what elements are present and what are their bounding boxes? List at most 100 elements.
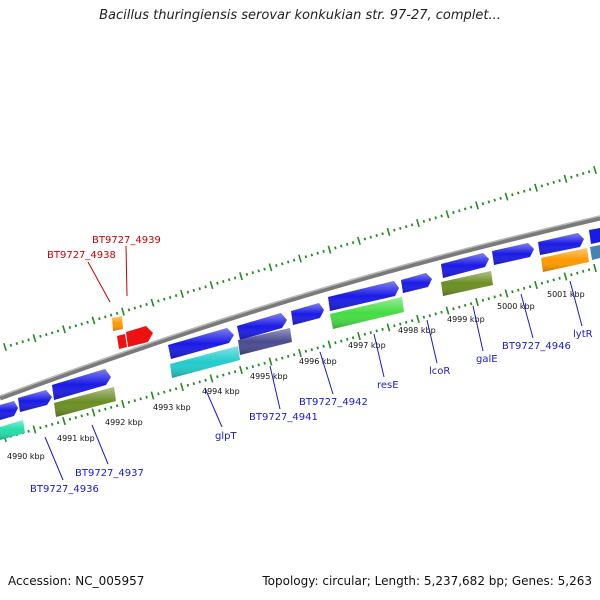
- minor-tick: [198, 287, 201, 291]
- minor-tick: [522, 189, 526, 193]
- minor-tick: [452, 210, 455, 214]
- minor-tick: [50, 422, 54, 426]
- minor-tick: [517, 288, 520, 292]
- minor-tick: [163, 297, 166, 301]
- major-tick: [32, 334, 37, 343]
- gene-BT9727_4939[interactable]: [117, 326, 153, 349]
- minor-tick: [369, 331, 373, 335]
- scale-label: 4990 kbp: [7, 452, 45, 461]
- minor-tick: [251, 271, 255, 275]
- major-tick: [239, 272, 243, 281]
- minor-tick: [340, 339, 343, 343]
- minor-tick: [222, 373, 225, 377]
- minor-tick: [292, 353, 296, 357]
- major-tick: [91, 316, 96, 325]
- minor-tick: [546, 182, 550, 186]
- gene-label[interactable]: BT9727_4941: [249, 412, 318, 423]
- gene-label[interactable]: BT9727_4939: [92, 235, 161, 246]
- major-tick: [593, 165, 597, 175]
- minor-tick: [434, 216, 437, 220]
- major-tick: [150, 391, 155, 400]
- minor-tick: [316, 346, 319, 350]
- minor-tick: [304, 255, 308, 259]
- minor-tick: [581, 172, 585, 176]
- minor-tick: [410, 319, 414, 323]
- minor-tick: [104, 407, 107, 411]
- major-tick: [298, 254, 302, 263]
- minor-tick: [487, 297, 491, 301]
- feature-steel[interactable]: [590, 245, 600, 260]
- major-tick: [445, 306, 450, 315]
- minor-tick: [174, 294, 178, 298]
- gene-label[interactable]: BT9727_4946: [502, 341, 571, 352]
- minor-tick: [115, 404, 119, 408]
- minor-tick: [109, 313, 113, 317]
- scale-label: 5000 kbp: [497, 302, 535, 311]
- minor-tick: [558, 276, 561, 280]
- minor-tick: [334, 341, 337, 345]
- gene-BT9727_4938[interactable]: [112, 316, 123, 331]
- minor-tick: [275, 264, 278, 268]
- major-tick: [593, 263, 597, 273]
- gene-label[interactable]: BT9727_4937: [75, 468, 144, 479]
- minor-tick: [281, 356, 284, 360]
- major-tick: [3, 342, 7, 352]
- scale-label: 4995 kbp: [250, 372, 288, 381]
- gene-label[interactable]: BT9727_4936: [30, 484, 99, 495]
- minor-tick: [227, 371, 231, 375]
- major-tick: [268, 263, 273, 272]
- minor-tick: [552, 180, 555, 184]
- minor-tick: [404, 225, 408, 229]
- minor-tick: [304, 349, 308, 353]
- minor-tick: [192, 288, 196, 292]
- gene-label[interactable]: galE: [476, 354, 498, 365]
- scale-label: 4993 kbp: [153, 403, 191, 412]
- minor-tick: [322, 249, 325, 253]
- minor-tick: [286, 354, 290, 358]
- minor-tick: [428, 314, 432, 318]
- minor-tick: [45, 333, 48, 337]
- scale-labels: 4990 kbp 4991 kbp 4992 kbp 4993 kbp 4994…: [7, 290, 585, 461]
- minor-tick: [540, 281, 544, 285]
- scale-label: 4999 kbp: [447, 315, 485, 324]
- minor-tick: [15, 341, 19, 345]
- major-tick: [563, 174, 568, 183]
- major-tick: [534, 280, 538, 290]
- major-tick: [445, 210, 450, 219]
- minor-tick: [546, 280, 550, 284]
- accession-text: Accession: NC_005957: [8, 574, 145, 588]
- minor-tick: [168, 388, 172, 392]
- minor-tick: [157, 299, 160, 303]
- minor-tick: [493, 198, 496, 202]
- minor-tick: [381, 232, 384, 236]
- minor-tick: [576, 271, 579, 275]
- minor-tick: [263, 267, 266, 271]
- minor-tick: [145, 303, 148, 307]
- minor-tick: [310, 253, 314, 257]
- gene-label[interactable]: resE: [377, 380, 399, 391]
- minor-tick: [74, 324, 78, 328]
- gene-label[interactable]: glpT: [215, 431, 237, 442]
- gene-label[interactable]: BT9727_4938: [47, 250, 116, 261]
- minor-tick: [56, 329, 60, 333]
- major-tick: [180, 382, 184, 392]
- minor-tick: [204, 285, 207, 289]
- minor-tick: [422, 219, 426, 223]
- minor-tick: [469, 302, 473, 306]
- minor-tick: [463, 207, 467, 211]
- scale-label: 5001 kbp: [547, 290, 585, 299]
- minor-tick: [21, 340, 24, 344]
- major-tick: [298, 348, 302, 358]
- minor-tick: [522, 286, 526, 290]
- minor-tick: [245, 272, 249, 276]
- minor-tick: [334, 246, 337, 250]
- minor-tick: [109, 405, 113, 409]
- major-tick: [62, 416, 66, 426]
- gene-label[interactable]: lytR: [573, 329, 593, 340]
- minor-tick: [440, 310, 443, 314]
- gene-label[interactable]: BT9727_4942: [299, 397, 368, 408]
- minor-tick: [275, 358, 278, 362]
- gene-label[interactable]: lcoR: [429, 366, 450, 377]
- gene-arrow[interactable]: [589, 228, 600, 244]
- minor-tick: [576, 173, 579, 177]
